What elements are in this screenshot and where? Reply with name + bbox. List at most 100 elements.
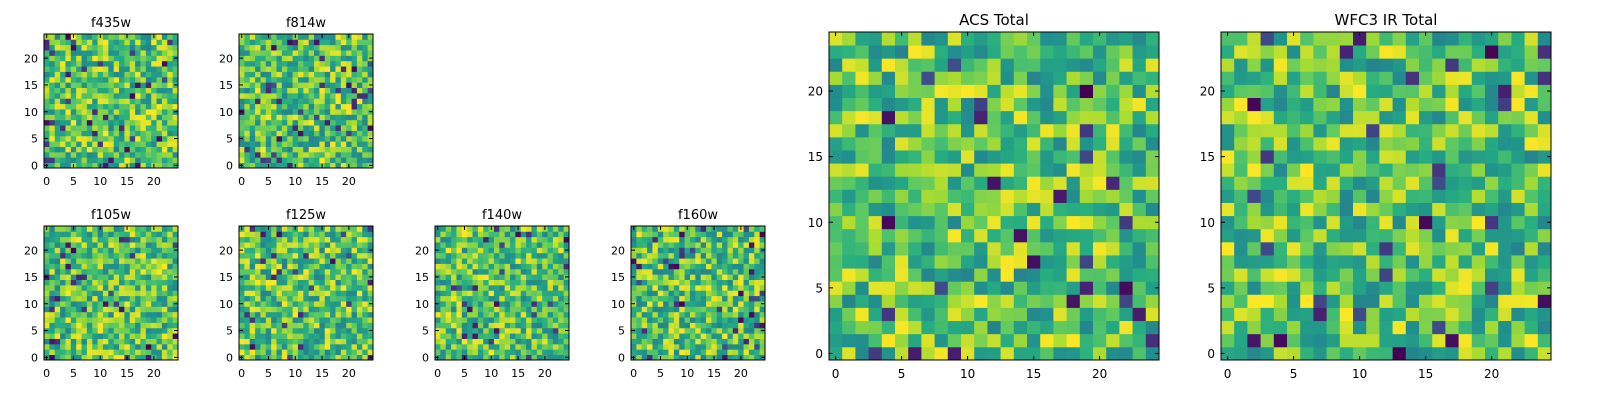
heatmap-cell <box>76 317 82 323</box>
heatmap-cell <box>647 295 653 302</box>
heatmap-cell <box>60 66 66 72</box>
heatmap-cell <box>324 39 331 46</box>
heatmap-cell <box>308 247 315 254</box>
heatmap-cell <box>700 354 707 361</box>
heatmap-cell <box>260 162 267 169</box>
heatmap-cell <box>515 279 522 286</box>
heatmap-cell <box>1273 163 1288 177</box>
heatmap-cell <box>1000 255 1015 269</box>
heatmap-cell <box>445 279 452 286</box>
heatmap-cell <box>297 349 304 356</box>
heatmap-cell <box>684 263 691 270</box>
heatmap-cell <box>314 162 320 169</box>
heatmap-cell <box>367 34 374 40</box>
heatmap-cell <box>324 135 331 142</box>
heatmap-cell <box>151 71 157 78</box>
heatmap-cell <box>97 295 104 302</box>
heatmap-cell <box>451 306 457 313</box>
heatmap-cell <box>249 34 256 40</box>
heatmap-cell <box>748 252 755 259</box>
heatmap-cell <box>330 60 336 67</box>
heatmap-cell <box>330 92 336 99</box>
heatmap-cell <box>1221 163 1235 177</box>
heatmap-cell <box>330 226 336 232</box>
heatmap-cell <box>908 136 922 151</box>
heatmap-cell <box>76 252 82 259</box>
y-tick-label: 0 <box>226 352 233 365</box>
heatmap-cell <box>287 226 293 232</box>
heatmap-cell <box>346 268 352 275</box>
heatmap-cell <box>868 241 883 256</box>
heatmap-cell <box>684 327 691 334</box>
heatmap-cell <box>1313 228 1327 243</box>
heatmap-cell <box>65 76 72 83</box>
heatmap-cell <box>145 290 152 297</box>
heatmap-cell <box>172 60 179 67</box>
heatmap-cell <box>249 119 256 126</box>
heatmap-cell <box>908 320 922 335</box>
heatmap-cell <box>335 157 342 164</box>
heatmap-cell <box>641 274 648 280</box>
heatmap-cell <box>456 279 463 286</box>
heatmap-cell <box>1405 281 1420 295</box>
heatmap-cell <box>324 157 331 164</box>
heatmap-cell <box>367 295 374 302</box>
heatmap-cell <box>297 119 304 126</box>
heatmap-cell <box>1132 320 1147 335</box>
heatmap-cell <box>124 76 131 83</box>
heatmap-cell <box>947 176 962 190</box>
heatmap-cell <box>54 252 61 259</box>
heatmap-cell <box>711 349 718 356</box>
heatmap-cell <box>526 268 532 275</box>
heatmap-cell <box>97 231 104 238</box>
heatmap-cell <box>1040 150 1054 164</box>
heatmap-cell <box>255 263 261 270</box>
heatmap-cell <box>472 295 479 302</box>
heatmap-cell <box>119 87 125 94</box>
heatmap-cell <box>330 311 336 318</box>
heatmap-cell <box>65 157 72 164</box>
heatmap-cell <box>65 98 72 105</box>
heatmap-cell <box>81 76 88 83</box>
heatmap-cell <box>536 242 543 248</box>
heatmap-cell <box>652 301 659 307</box>
heatmap-cell <box>1145 110 1160 125</box>
heatmap-cell <box>92 263 98 270</box>
heatmap-cell <box>356 354 363 361</box>
heatmap-cell <box>324 71 331 78</box>
heatmap-cell <box>1287 268 1301 282</box>
heatmap-cell <box>1234 189 1248 203</box>
heatmap-cell <box>636 290 643 297</box>
heatmap-cell <box>124 284 131 291</box>
heatmap-cell <box>97 327 104 334</box>
heatmap-cell <box>271 71 277 78</box>
heatmap-cell <box>504 333 511 339</box>
heatmap-cell <box>558 284 565 291</box>
heatmap-cell <box>172 146 179 153</box>
heatmap-cell <box>668 354 675 361</box>
heatmap-cell <box>129 119 136 126</box>
heatmap-cell <box>324 130 331 137</box>
heatmap-cell <box>1300 241 1314 256</box>
heatmap-cell <box>292 151 299 158</box>
heatmap-cell <box>679 343 685 350</box>
heatmap-cell <box>97 114 104 121</box>
heatmap-cell <box>947 320 962 335</box>
heatmap-cell <box>244 231 251 238</box>
heatmap-cell <box>314 226 320 232</box>
heatmap-cell <box>97 125 104 131</box>
heatmap-cell <box>351 146 358 153</box>
heatmap-cell <box>558 311 565 318</box>
heatmap-cell <box>732 317 739 323</box>
heatmap-cell <box>161 226 168 232</box>
heatmap-cell <box>362 274 369 280</box>
heatmap-cell <box>297 338 304 345</box>
heatmap-cell <box>324 103 331 110</box>
heatmap-cell <box>520 242 527 248</box>
heatmap-cell <box>319 130 326 137</box>
heatmap-cell <box>652 317 659 323</box>
heatmap-cell <box>881 58 896 72</box>
heatmap-cell <box>303 66 310 72</box>
heatmap-cell <box>314 306 320 313</box>
heatmap-cell <box>1300 333 1314 348</box>
